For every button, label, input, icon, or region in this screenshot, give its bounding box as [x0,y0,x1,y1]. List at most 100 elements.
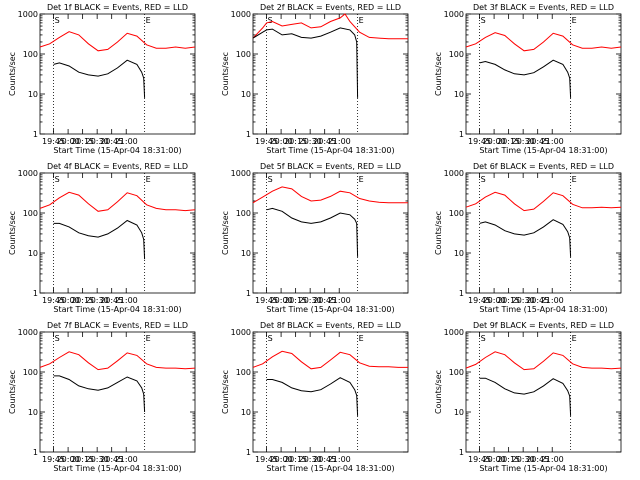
x-axis-label: Start Time (15-Apr-04 18:31:00) [479,305,607,314]
marker-label-s: S [268,334,273,343]
x-tick-label: 20:30 [512,455,535,464]
chart-title: Det 8f BLACK = Events, RED = LLD [260,321,401,330]
x-tick-label: 21:00 [328,137,351,146]
marker-label-e: E [146,16,151,25]
x-tick-label: 20:30 [512,296,535,305]
x-tick-label: 20:00 [57,296,80,305]
marker-label-e: E [572,175,577,184]
y-axis-label: Counts/sec [221,211,230,255]
x-axis-label: Start Time (15-Apr-04 18:31:00) [266,305,394,314]
y-axis-label: Counts/sec [8,52,17,96]
series-line-lld [465,32,622,52]
x-tick-label: 20:15 [71,296,94,305]
y-axis-label: Counts/sec [8,370,17,414]
chart-panel-6: Det 6f BLACK = Events, RED = LLD 1 10 100 10… [434,162,622,314]
chart-panel-1: Det 1f BLACK = Events, RED = LLD 1 10 100 10… [8,3,196,155]
x-tick-label: 20:45 [313,455,336,464]
marker-label-e: E [359,16,364,25]
series-line-events [479,59,572,98]
x-tick-label: 19:45 [255,137,278,146]
x-tick-label: 21:00 [115,296,138,305]
y-tick-label: 100 [236,209,251,218]
series-line-events [53,375,146,413]
series-line-lld [39,351,196,371]
x-tick-label: 21:00 [115,455,138,464]
x-tick-label: 20:15 [284,455,307,464]
y-axis-label: Counts/sec [434,211,443,255]
x-tick-label: 19:45 [42,296,65,305]
y-tick-label: 10 [454,90,464,99]
x-tick-label: 20:15 [284,296,307,305]
x-tick-label: 20:00 [483,137,506,146]
y-tick-label: 1000 [231,328,251,337]
y-tick-label: 1000 [444,328,464,337]
marker-label-s: S [268,16,273,25]
x-tick-label: 20:15 [71,137,94,146]
marker-label-s: S [481,334,486,343]
y-tick-label: 100 [449,50,464,59]
series-line-lld [252,13,408,40]
plot-frame [465,172,622,294]
x-tick-label: 20:30 [86,455,109,464]
x-tick-label: 20:00 [57,137,80,146]
y-tick-label: 1 [459,448,464,457]
x-tick-label: 20:00 [57,455,80,464]
chart-panel-4: Det 4f BLACK = Events, RED = LLD 1 10 100 10… [8,162,196,314]
y-axis-label: Counts/sec [221,52,230,96]
y-tick-label: 1 [33,289,38,298]
x-tick-label: 20:00 [270,455,293,464]
series-line-events [266,207,359,257]
x-tick-label: 20:15 [284,137,307,146]
x-tick-label: 21:00 [541,455,564,464]
y-tick-label: 100 [23,50,38,59]
x-tick-label: 20:30 [299,455,322,464]
y-tick-label: 1000 [444,10,464,19]
plot-frame [252,331,409,453]
x-tick-label: 20:00 [483,455,506,464]
series-line-events [479,377,572,416]
x-tick-label: 19:45 [255,455,278,464]
x-tick-label: 20:45 [526,296,549,305]
x-axis-label: Start Time (15-Apr-04 18:31:00) [479,464,607,473]
marker-label-e: E [572,334,577,343]
x-tick-label: 20:00 [483,296,506,305]
x-tick-label: 20:15 [497,137,520,146]
y-tick-label: 100 [449,368,464,377]
y-tick-label: 100 [23,368,38,377]
series-line-lld [465,351,622,371]
y-tick-label: 10 [241,408,251,417]
y-tick-label: 1 [33,130,38,139]
y-tick-label: 1 [246,448,251,457]
series-line-events [53,59,146,98]
x-tick-label: 21:00 [541,296,564,305]
plot-frame [39,172,196,294]
y-tick-label: 10 [454,408,464,417]
x-tick-label: 20:15 [497,296,520,305]
marker-label-e: E [572,16,577,25]
x-tick-label: 21:00 [541,137,564,146]
y-tick-label: 10 [28,90,38,99]
y-tick-label: 1000 [231,10,251,19]
marker-label-e: E [359,175,364,184]
y-tick-label: 1000 [444,169,464,178]
plot-frame [39,13,196,135]
x-tick-label: 19:45 [255,296,278,305]
x-tick-label: 20:15 [497,455,520,464]
marker-label-e: E [146,175,151,184]
y-axis-label: Counts/sec [434,370,443,414]
y-tick-label: 1 [459,130,464,139]
marker-label-s: S [481,175,486,184]
series-line-events [53,219,146,260]
y-axis-label: Counts/sec [434,52,443,96]
chart-panel-2: Det 2f BLACK = Events, RED = LLD 1 10 100 10… [221,3,409,155]
x-tick-label: 20:30 [299,137,322,146]
series-line-events [479,219,572,257]
plot-frame [252,13,409,135]
y-tick-label: 1 [246,289,251,298]
y-tick-label: 10 [241,249,251,258]
plot-frame [465,13,622,135]
series-line-lld [39,191,196,212]
marker-label-s: S [268,175,273,184]
plot-frame [252,172,409,294]
